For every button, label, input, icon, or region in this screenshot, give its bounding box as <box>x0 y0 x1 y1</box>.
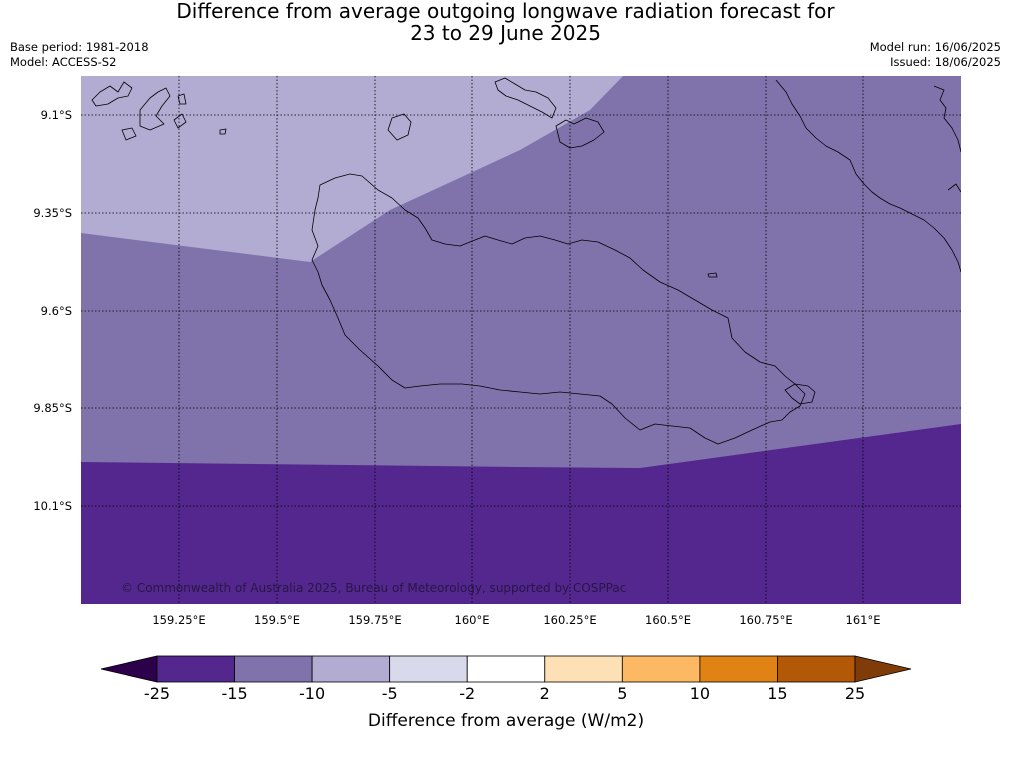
graticule <box>81 76 961 604</box>
latitude-labels: 9.1°S 9.35°S 9.6°S 9.85°S 10.1°S <box>33 108 72 513</box>
colorbar-tick-label: 15 <box>767 684 787 703</box>
lon-label: 161°E <box>846 613 881 627</box>
colorbar-ticks: -25 -15 -10 -5 -2 2 5 10 15 25 <box>144 684 865 703</box>
region-light-lavender <box>81 76 623 262</box>
coastline-nw-islands-3 <box>121 127 137 141</box>
lat-label: 9.85°S <box>33 401 72 415</box>
model-name: Model: ACCESS-S2 <box>10 55 117 69</box>
coastline-north-islands-1 <box>494 77 557 119</box>
colorbar-tick-label: 5 <box>617 684 627 703</box>
title-line-1: Difference from average outgoing longwav… <box>176 0 835 23</box>
issued-date: Issued: 18/06/2025 <box>890 55 1001 69</box>
lon-label: 160.25°E <box>543 613 596 627</box>
colorbar-cell <box>234 655 313 683</box>
map-title: Difference from average outgoing longwav… <box>0 0 1011 44</box>
lat-label: 10.1°S <box>33 499 72 513</box>
coastline-small-islet <box>707 272 718 278</box>
lat-label: 9.1°S <box>41 108 72 122</box>
colorbar-label: Difference from average (W/m2) <box>368 711 644 731</box>
coastline-nw-islands-1 <box>91 81 133 107</box>
colorbar-tick-label: -5 <box>382 684 398 703</box>
lon-label: 160.75°E <box>739 613 792 627</box>
coastline-east-coast <box>775 79 961 273</box>
colorbar-over-arrow <box>854 655 912 683</box>
colorbar-cell <box>389 655 468 683</box>
lon-label: 160°E <box>455 613 490 627</box>
lat-label: 9.6°S <box>41 304 72 318</box>
lon-label: 159.5°E <box>254 613 300 627</box>
coastline-islet-tiny <box>219 128 227 135</box>
title-line-2: 23 to 29 June 2025 <box>410 21 601 45</box>
meta-right: Model run: 16/06/2025 Issued: 18/06/2025 <box>870 40 1001 70</box>
model-run: Model run: 16/06/2025 <box>869 40 1001 54</box>
colorbar-cell <box>621 655 701 683</box>
colorbar-tick-label: -25 <box>144 684 170 703</box>
coastline-main-island <box>311 173 806 445</box>
colorbar-cell <box>544 655 623 683</box>
colorbar-tick-label: -15 <box>221 684 247 703</box>
lon-label: 160.5°E <box>645 613 691 627</box>
lat-label: 9.35°S <box>33 206 72 220</box>
coastline-islet-east <box>784 383 816 405</box>
colorbar-cell <box>777 655 856 683</box>
colorbar: -25 -15 -10 -5 -2 2 5 10 15 25 Difference from av… <box>100 655 912 731</box>
colorbar-tick-label: -10 <box>299 684 325 703</box>
longitude-labels: 159.25°E 159.5°E 159.75°E 160°E 160.25°E… <box>152 613 880 627</box>
colorbar-tick-label: 2 <box>540 684 550 703</box>
coastline-north-islands-2 <box>555 117 605 149</box>
copyright-text: © Commonwealth of Australia 2025, Bureau… <box>121 581 626 595</box>
coastlines <box>91 77 961 445</box>
colorbar-tick-label: 25 <box>845 684 865 703</box>
map-panel: © Commonwealth of Australia 2025, Bureau… <box>81 76 961 604</box>
colorbar-cell <box>156 655 235 683</box>
colorbar-tick-label: -2 <box>459 684 475 703</box>
colorbar-cell <box>699 655 778 683</box>
colorbar-cells <box>156 655 856 683</box>
coastline-far-east <box>933 85 961 153</box>
lon-label: 159.75°E <box>348 613 401 627</box>
coastline-east-islet <box>947 183 961 193</box>
coastline-islet-north <box>387 113 412 141</box>
colorbar-cell <box>311 655 391 683</box>
lon-label: 159.25°E <box>152 613 205 627</box>
meta-left: Base period: 1981-2018 Model: ACCESS-S2 <box>10 40 149 70</box>
colorbar-under-arrow <box>100 655 158 683</box>
coastline-nw-islands-2 <box>139 87 171 131</box>
colorbar-tick-label: 10 <box>690 684 710 703</box>
colorbar-cell <box>466 655 546 683</box>
base-period: Base period: 1981-2018 <box>10 40 149 54</box>
